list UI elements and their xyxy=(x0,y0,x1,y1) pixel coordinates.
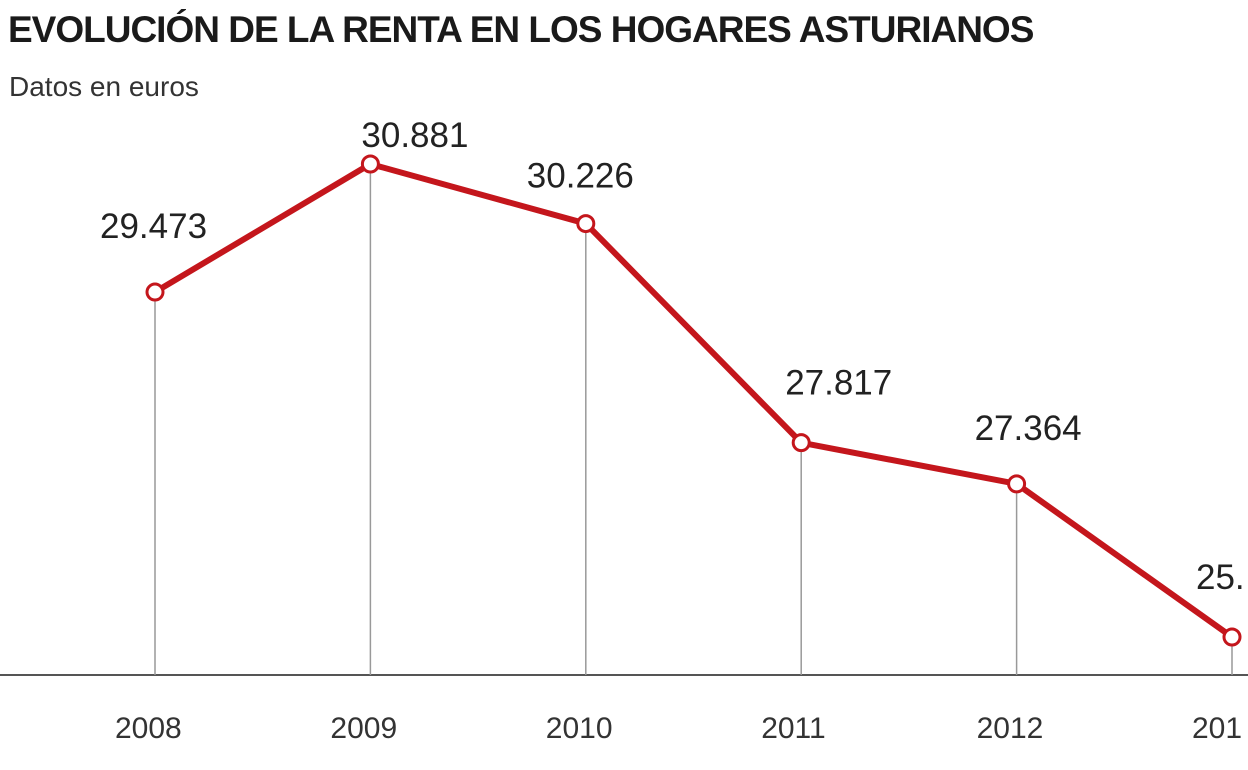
value-label: 29.473 xyxy=(100,207,207,246)
value-label: 27.364 xyxy=(975,409,1082,448)
x-tick-label: 2009 xyxy=(330,712,397,745)
point xyxy=(145,282,165,302)
value-label: 25. xyxy=(1196,558,1245,597)
x-tick-label: 2010 xyxy=(546,712,613,745)
point xyxy=(1007,474,1027,494)
value-label: 30.881 xyxy=(361,116,468,155)
point xyxy=(360,154,380,174)
chart-title: EVOLUCIÓN DE LA RENTA EN LOS HOGARES AST… xyxy=(8,8,1034,50)
x-tick-label: 2012 xyxy=(977,712,1044,745)
x-tick-label: 201 xyxy=(1192,712,1242,745)
x-tick-label: 2008 xyxy=(115,712,182,745)
point xyxy=(791,433,811,453)
point xyxy=(1222,627,1242,647)
x-tick-label: 2011 xyxy=(761,712,826,745)
value-label: 27.817 xyxy=(785,364,892,403)
value-label: 30.226 xyxy=(527,157,634,196)
point xyxy=(576,214,596,234)
line xyxy=(153,161,1234,640)
chart-subtitle: Datos en euros xyxy=(9,71,199,102)
